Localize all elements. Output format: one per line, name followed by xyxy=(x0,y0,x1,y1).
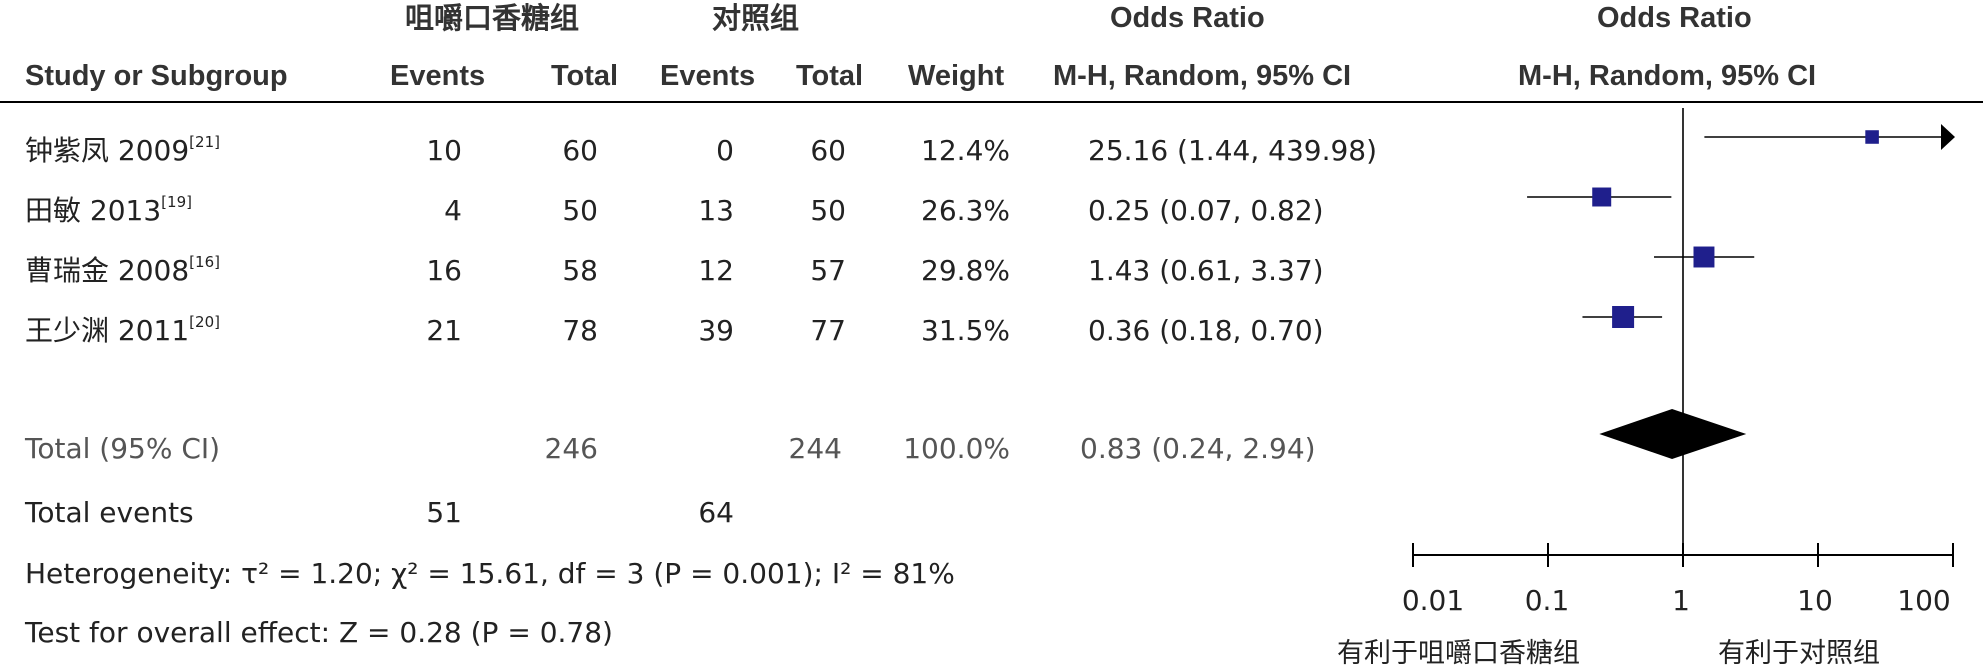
events-2: 39 xyxy=(698,314,734,347)
col-weight: Weight xyxy=(908,60,1005,92)
group1-header: 咀嚼口香糖组 xyxy=(405,1,580,35)
col-study: Study or Subgroup xyxy=(25,60,288,92)
total-events-label: Total events xyxy=(25,496,194,529)
ci-value: 1.43 (0.61, 3.37) xyxy=(1088,254,1324,287)
total-1: 60 xyxy=(562,134,598,167)
overall-effect-text: Test for overall effect: Z = 0.28 (P = 0… xyxy=(25,616,613,649)
events-1: 10 xyxy=(426,134,462,167)
pooled-total-1: 246 xyxy=(544,432,598,465)
col-total-1: Total xyxy=(551,60,619,92)
tick-label: 10 xyxy=(1797,584,1833,617)
study-marker xyxy=(1592,187,1612,207)
ci-value: 25.16 (1.44, 439.98) xyxy=(1088,134,1378,167)
heterogeneity-text: Heterogeneity: τ² = 1.20; χ² = 15.61, df… xyxy=(25,557,955,590)
total-1: 50 xyxy=(562,194,598,227)
pooled-diamond xyxy=(1599,409,1747,459)
weight: 26.3% xyxy=(921,194,1010,227)
ci-clip-arrow xyxy=(1941,124,1955,150)
study-name: 田敏 2013[19] xyxy=(25,193,192,227)
total-1: 78 xyxy=(562,314,598,347)
study-marker xyxy=(1865,130,1879,144)
total-2: 50 xyxy=(810,194,846,227)
tick-label: 100 xyxy=(1897,584,1951,617)
col-ci-right: M-H, Random, 95% CI xyxy=(1518,60,1817,92)
events-1: 21 xyxy=(426,314,462,347)
total-2: 77 xyxy=(810,314,846,347)
tick-label: 0.01 xyxy=(1401,584,1465,617)
weight: 29.8% xyxy=(921,254,1010,287)
events-1: 4 xyxy=(444,194,462,227)
pooled-total-2: 244 xyxy=(788,432,842,465)
total-events-1: 51 xyxy=(426,496,462,529)
weight: 12.4% xyxy=(921,134,1010,167)
col-ci-left: M-H, Random, 95% CI xyxy=(1053,60,1352,92)
study-name: 王少渊 2011[20] xyxy=(25,313,220,347)
header-rule xyxy=(0,101,1983,103)
study-marker xyxy=(1612,306,1635,328)
study-name: 曹瑞金 2008[16] xyxy=(25,253,220,287)
events-2: 13 xyxy=(698,194,734,227)
odds-ratio-header-right: Odds Ratio xyxy=(1597,2,1752,34)
tick-label: 0.1 xyxy=(1524,584,1570,617)
col-total-2: Total xyxy=(796,60,864,92)
col-events-1: Events xyxy=(390,60,486,92)
ci-value: 0.25 (0.07, 0.82) xyxy=(1088,194,1324,227)
study-name: 钟紫凤 2009[21] xyxy=(25,133,220,167)
events-2: 12 xyxy=(698,254,734,287)
odds-ratio-header-left: Odds Ratio xyxy=(1110,2,1265,34)
group2-header: 对照组 xyxy=(712,1,800,35)
total-2: 60 xyxy=(810,134,846,167)
total-label: Total (95% CI) xyxy=(25,432,221,465)
tick-label: 1 xyxy=(1672,584,1690,617)
study-marker xyxy=(1693,246,1715,268)
events-1: 16 xyxy=(426,254,462,287)
ci-value: 0.36 (0.18, 0.70) xyxy=(1088,314,1324,347)
favours-left-label: 有利于咀嚼口香糖组 xyxy=(1337,638,1580,669)
pooled-ci: 0.83 (0.24, 2.94) xyxy=(1080,432,1316,465)
col-events-2: Events xyxy=(660,60,756,92)
total-2: 57 xyxy=(810,254,846,287)
events-2: 0 xyxy=(716,134,734,167)
pooled-weight: 100.0% xyxy=(903,432,1010,465)
total-events-2: 64 xyxy=(698,496,734,529)
favours-right-label: 有利于对照组 xyxy=(1718,638,1880,669)
total-1: 58 xyxy=(562,254,598,287)
weight: 31.5% xyxy=(921,314,1010,347)
